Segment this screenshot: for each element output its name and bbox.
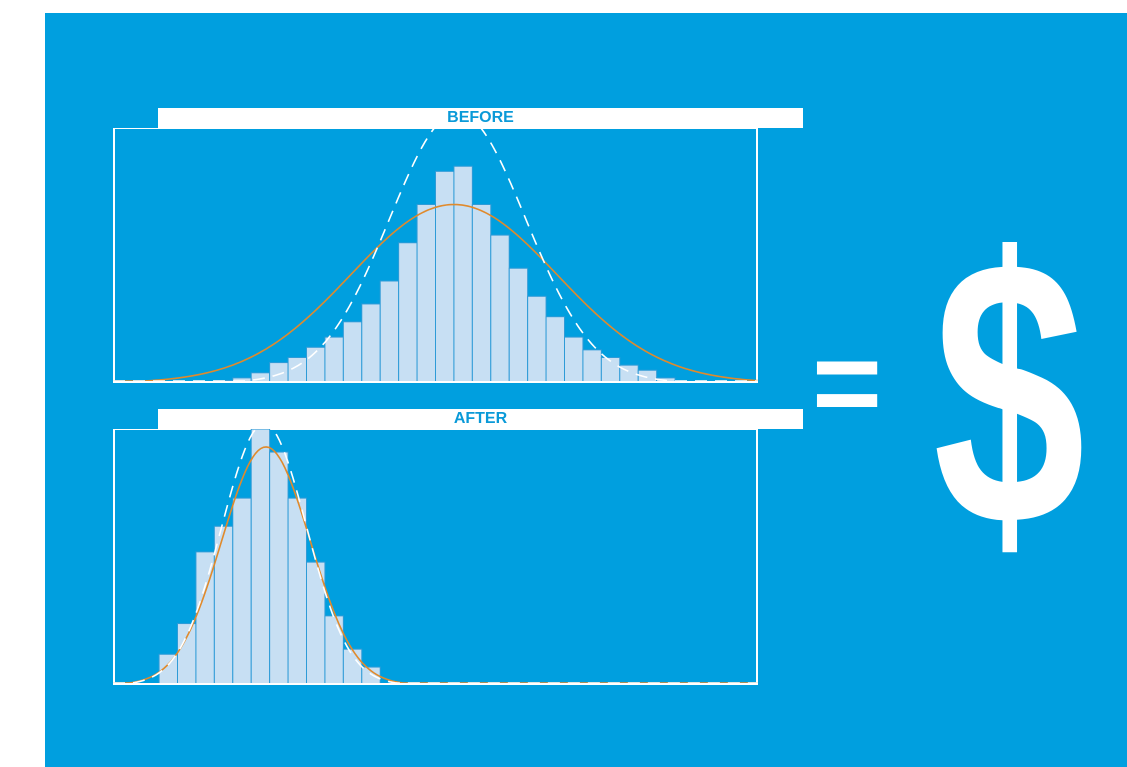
equals-sign: = [811,316,883,450]
after-histogram [113,429,758,685]
before-bar [287,357,307,383]
after-panel-label: AFTER [158,409,803,429]
after-bar [177,623,197,685]
after-bar [250,429,271,685]
before-bar [379,280,400,383]
before-bar [453,165,473,383]
before-bar [527,295,547,383]
before-bar [269,362,289,383]
after-bar [213,525,234,685]
before-bar [324,336,344,383]
before-bar [398,242,418,383]
after-bar [287,497,307,685]
before-bar [545,316,566,383]
after-bar [232,497,252,685]
before-fit-curve [113,203,758,382]
after-bar [342,648,363,685]
before-bar [490,234,510,383]
before-bar [471,204,492,383]
before-bar [342,321,363,383]
before-bar [582,349,602,383]
before-bar [416,204,437,383]
dollar-sign: $ [933,180,1086,605]
before-bar [564,336,584,383]
before-panel-label: BEFORE [158,108,803,128]
after-bar [269,451,289,685]
before-histogram [113,128,758,383]
graphic-canvas: BEFORE AFTER = $ [45,13,1127,767]
before-bar [435,170,455,383]
before-bar [508,267,529,383]
before-bar [361,303,381,383]
